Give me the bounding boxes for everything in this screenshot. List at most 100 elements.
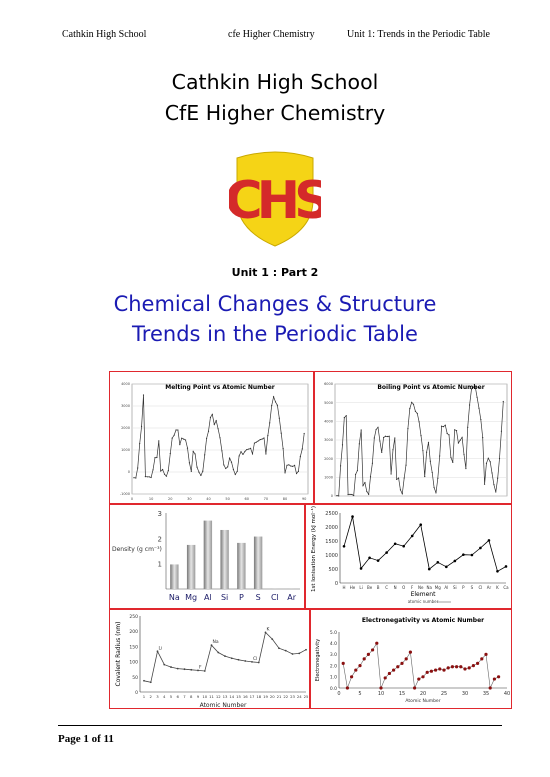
melting-data-point bbox=[215, 420, 217, 422]
en-data-point bbox=[488, 686, 492, 690]
ie-data-point bbox=[436, 561, 440, 564]
melting-data-point bbox=[173, 434, 175, 436]
boiling-data-point bbox=[353, 494, 355, 497]
boiling-data-point bbox=[399, 489, 402, 491]
boiling-data-point bbox=[338, 495, 340, 497]
ie-data-point bbox=[427, 567, 431, 571]
melting-data-point bbox=[250, 447, 252, 449]
radius-data-point bbox=[251, 661, 253, 663]
boiling-data-point bbox=[345, 415, 347, 417]
en-x-tick: 15 bbox=[399, 691, 405, 697]
ie-x-tick: He bbox=[350, 585, 356, 590]
boiling-data-point bbox=[403, 477, 405, 479]
ie-x-tick: K bbox=[496, 585, 499, 590]
ie-x-tick: Ne bbox=[418, 585, 424, 590]
melting-data-point bbox=[292, 465, 294, 468]
en-data-point bbox=[362, 657, 366, 661]
boiling-data-point bbox=[396, 478, 398, 481]
boiling-data-point bbox=[362, 485, 364, 487]
melting-data-point bbox=[240, 451, 242, 453]
en-data-point bbox=[429, 669, 433, 673]
boiling-point-chart: 6000 5000 4000 3000 2000 1000 0 Boiling Point v… bbox=[314, 371, 512, 504]
en-data-point bbox=[471, 664, 475, 668]
melting-data-point bbox=[202, 470, 204, 472]
melting-data-point bbox=[294, 464, 296, 466]
melting-data-point bbox=[242, 453, 244, 456]
en-x-tick: 0 bbox=[337, 691, 340, 697]
ie-x-tick: Ca bbox=[503, 585, 509, 590]
melting-data-point bbox=[133, 477, 135, 479]
melting-data-point bbox=[198, 471, 200, 473]
radius-data-point bbox=[149, 681, 152, 684]
ie-x-tick: Na bbox=[427, 585, 433, 590]
ie-data-point bbox=[470, 553, 474, 557]
subtitle-line2: Trends in the Periodic Table bbox=[132, 322, 418, 346]
melting-data-point bbox=[228, 457, 231, 459]
melting-data-point bbox=[160, 470, 162, 472]
melting-data-point bbox=[297, 470, 300, 473]
melting-data-point bbox=[295, 472, 298, 475]
page-number: Page 1 of 11 bbox=[58, 733, 114, 745]
melting-data-point bbox=[219, 437, 221, 439]
melting-data-point bbox=[301, 448, 303, 450]
melting-data-point bbox=[276, 404, 278, 406]
boiling-y-tick: 6000 bbox=[324, 382, 333, 386]
radius-x-tick: 9 bbox=[197, 694, 200, 699]
header-school: Cathkin High School bbox=[62, 29, 147, 40]
boiling-data-point bbox=[469, 404, 471, 406]
boiling-data-point bbox=[377, 426, 379, 428]
boiling-data-point bbox=[429, 460, 431, 462]
boiling-data-point bbox=[369, 476, 372, 478]
boiling-data-point bbox=[371, 462, 373, 464]
density-bar bbox=[203, 520, 213, 589]
en-data-point bbox=[425, 670, 429, 674]
radius-x-tick: 25 bbox=[304, 694, 309, 699]
boiling-title: Boiling Point vs Atomic Number bbox=[377, 384, 484, 391]
en-x-tick: 10 bbox=[378, 691, 384, 697]
melting-data-point bbox=[263, 437, 265, 439]
radius-x-tick: 1 bbox=[143, 694, 146, 699]
melting-data-point bbox=[183, 438, 185, 440]
melting-data-point bbox=[177, 429, 179, 431]
radius-data-point bbox=[203, 670, 206, 672]
boiling-y-tick: 2000 bbox=[324, 457, 333, 461]
en-y-tick: 0.0 bbox=[330, 686, 337, 692]
boiling-data-point bbox=[394, 437, 396, 439]
boiling-data-point bbox=[414, 410, 416, 412]
boiling-data-point bbox=[467, 426, 469, 428]
en-data-point bbox=[434, 668, 438, 672]
melting-x-tick: 0 bbox=[131, 497, 133, 501]
melting-data-point bbox=[167, 469, 169, 472]
boiling-y-tick: 1000 bbox=[324, 476, 333, 480]
en-data-point bbox=[387, 671, 391, 676]
melting-data-point bbox=[257, 440, 259, 442]
melting-data-point bbox=[171, 437, 173, 439]
radius-x-tick: 23 bbox=[290, 694, 295, 699]
radius-x-tick: 16 bbox=[243, 694, 248, 699]
boiling-data-point bbox=[433, 486, 435, 489]
melting-data-point bbox=[181, 437, 183, 439]
melting-data-point bbox=[162, 468, 164, 471]
ie-x-tick: Al bbox=[444, 585, 448, 590]
melting-data-point bbox=[284, 472, 286, 474]
boiling-series-line bbox=[336, 385, 504, 497]
density-bar bbox=[253, 536, 263, 589]
melting-data-point bbox=[135, 477, 137, 479]
boiling-data-point bbox=[476, 396, 478, 398]
en-data-point bbox=[396, 665, 400, 669]
melting-data-point bbox=[152, 469, 154, 471]
ie-x-tick: Ar bbox=[487, 585, 492, 590]
en-y-tick: 1.0 bbox=[330, 675, 337, 681]
boiling-data-point bbox=[444, 424, 446, 426]
unit-line: Unit 1 : Part 2 bbox=[231, 266, 319, 279]
radius-y-tick: 150 bbox=[129, 644, 138, 650]
radius-y-tick: 0 bbox=[135, 690, 138, 696]
en-data-point bbox=[400, 661, 404, 665]
boiling-data-point bbox=[440, 425, 443, 427]
boiling-data-point bbox=[461, 436, 463, 438]
radius-x-tick: 5 bbox=[170, 694, 173, 699]
boiling-data-point bbox=[409, 408, 411, 410]
melting-x-tick: 60 bbox=[245, 497, 249, 501]
en-data-point bbox=[492, 677, 496, 681]
melting-data-point bbox=[137, 467, 139, 469]
